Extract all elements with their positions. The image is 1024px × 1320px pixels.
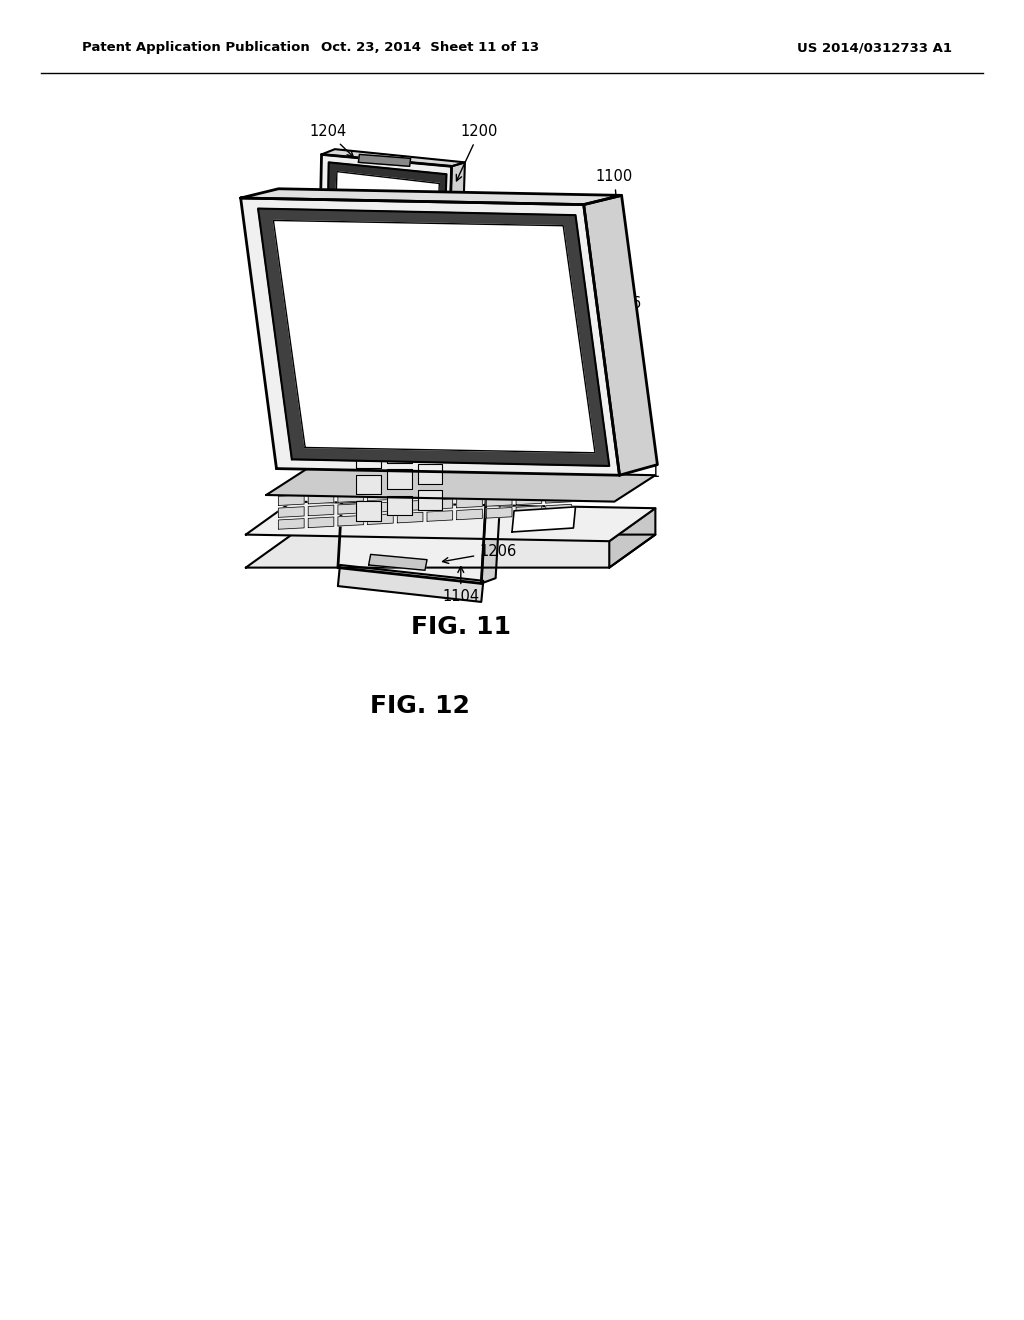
Polygon shape (356, 475, 381, 494)
Polygon shape (241, 189, 622, 205)
Text: 1104: 1104 (442, 566, 479, 605)
Polygon shape (328, 348, 459, 380)
Polygon shape (241, 198, 620, 475)
Polygon shape (546, 480, 571, 491)
Polygon shape (546, 504, 571, 515)
Polygon shape (273, 220, 595, 453)
Polygon shape (445, 162, 465, 364)
Polygon shape (308, 517, 334, 528)
Polygon shape (387, 470, 412, 488)
Polygon shape (457, 486, 482, 496)
Polygon shape (308, 494, 334, 504)
Polygon shape (246, 502, 655, 541)
Polygon shape (338, 503, 364, 515)
Polygon shape (358, 154, 411, 166)
Polygon shape (317, 154, 452, 364)
Polygon shape (512, 507, 575, 532)
Polygon shape (584, 195, 657, 475)
Polygon shape (418, 412, 442, 432)
Polygon shape (322, 149, 465, 166)
Text: FIG. 11: FIG. 11 (411, 615, 511, 639)
Text: 1200: 1200 (457, 124, 498, 181)
Polygon shape (368, 513, 393, 524)
Text: 1202: 1202 (439, 441, 518, 457)
Text: Oct. 23, 2014  Sheet 11 of 13: Oct. 23, 2014 Sheet 11 of 13 (321, 41, 540, 54)
Polygon shape (371, 381, 428, 421)
Polygon shape (397, 512, 423, 523)
Polygon shape (326, 162, 446, 356)
Polygon shape (258, 209, 609, 466)
Polygon shape (457, 498, 482, 508)
Text: 1204: 1204 (309, 124, 353, 157)
Polygon shape (427, 499, 453, 510)
Polygon shape (516, 506, 542, 516)
Polygon shape (427, 487, 453, 498)
Polygon shape (397, 488, 423, 499)
Polygon shape (427, 511, 453, 521)
Polygon shape (279, 495, 304, 506)
Polygon shape (369, 554, 427, 570)
Text: 1106: 1106 (580, 296, 641, 321)
Polygon shape (486, 507, 512, 519)
Polygon shape (387, 444, 412, 462)
Polygon shape (481, 367, 508, 583)
Polygon shape (486, 495, 512, 507)
Polygon shape (338, 491, 364, 503)
Text: 1100: 1100 (596, 169, 633, 260)
Text: 1008: 1008 (366, 169, 422, 222)
Text: US 2014/0312733 A1: US 2014/0312733 A1 (798, 41, 952, 54)
Polygon shape (333, 172, 439, 345)
Polygon shape (338, 515, 364, 527)
Polygon shape (338, 565, 483, 602)
Polygon shape (546, 492, 571, 503)
Polygon shape (356, 422, 381, 442)
Polygon shape (387, 417, 412, 437)
Polygon shape (516, 482, 542, 492)
Polygon shape (516, 494, 542, 504)
Polygon shape (246, 535, 655, 568)
Polygon shape (368, 502, 393, 512)
Polygon shape (609, 508, 655, 568)
Polygon shape (368, 490, 393, 500)
Polygon shape (356, 449, 381, 467)
Polygon shape (418, 491, 442, 510)
Polygon shape (356, 502, 381, 520)
Text: 1208: 1208 (449, 236, 528, 264)
Polygon shape (486, 483, 512, 495)
Polygon shape (266, 469, 655, 502)
Text: Patent Application Publication: Patent Application Publication (82, 41, 309, 54)
Text: 1: 1 (618, 465, 659, 490)
Text: 1102: 1102 (547, 441, 621, 477)
Polygon shape (397, 500, 423, 511)
Polygon shape (279, 507, 304, 517)
Polygon shape (457, 510, 482, 520)
Text: FIG. 12: FIG. 12 (370, 694, 470, 718)
Text: 1206: 1206 (442, 544, 516, 564)
Polygon shape (418, 438, 442, 457)
Text: 1: 1 (419, 388, 475, 404)
Polygon shape (279, 519, 304, 529)
Polygon shape (418, 465, 442, 483)
Polygon shape (387, 496, 412, 515)
Polygon shape (338, 356, 494, 583)
Polygon shape (308, 506, 334, 516)
